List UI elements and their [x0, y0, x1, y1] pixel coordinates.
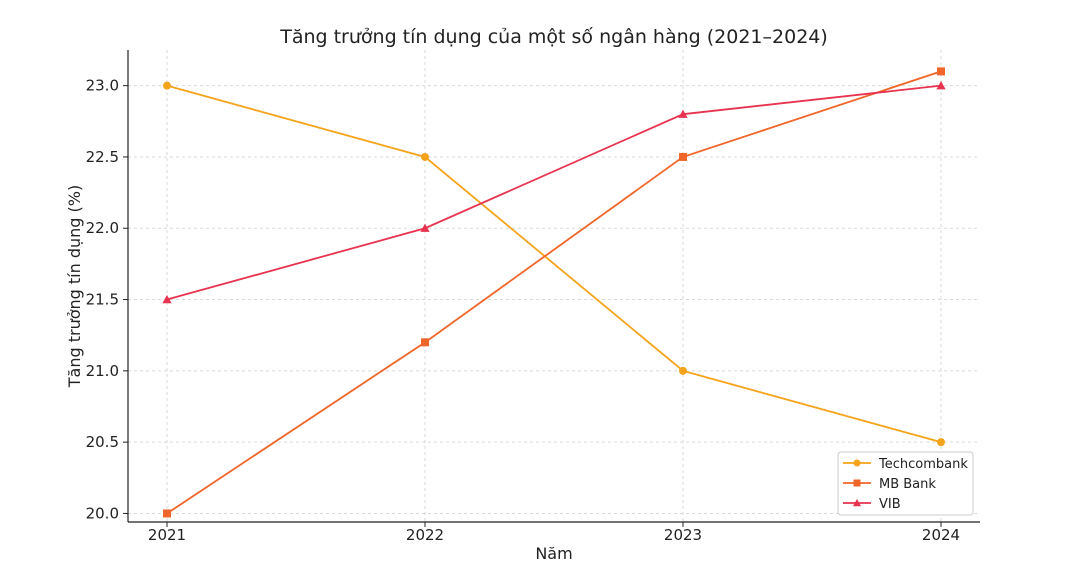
y-tick-label: 21.5 [86, 291, 119, 309]
grid [128, 50, 980, 522]
data-point-mb-bank [937, 67, 945, 76]
data-point-vib [936, 81, 946, 90]
x-axis-label: Năm [535, 544, 572, 563]
data-point-vib [162, 294, 172, 304]
chart-title: Tăng trưởng tín dụng của một số ngân hàn… [279, 26, 828, 48]
data-point-mb-bank [163, 509, 171, 518]
data-point-techcombank [421, 152, 429, 161]
x-tick-label: 2024 [922, 526, 960, 544]
series-line-vib [166, 84, 942, 301]
y-tick-label: 20.0 [86, 504, 119, 522]
x-tick-label: 2023 [664, 526, 702, 544]
data-point-techcombank [679, 366, 687, 375]
y-tick-label: 22.5 [86, 148, 119, 166]
legend-label-vib: VIB [879, 497, 901, 512]
legend-marker-mb-bank [853, 479, 861, 487]
y-tick-label: 21.0 [86, 362, 119, 380]
data-point-mb-bank [679, 152, 687, 161]
legend-marker-vib [852, 498, 862, 507]
series-line-techcombank [166, 84, 942, 444]
y-tick-label: 20.5 [86, 433, 119, 451]
x-tick-label: 2022 [406, 526, 444, 544]
y-axis-label: Tăng trưởng tín dụng (%) [65, 185, 84, 388]
legend-marker-techcombank [853, 459, 861, 467]
series [162, 67, 946, 518]
legend-box [837, 451, 974, 516]
legend: Techcombank MB Bank VIB [837, 451, 974, 516]
data-point-vib [678, 109, 688, 118]
y-tick-label: 23.0 [86, 77, 119, 95]
data-point-vib [420, 223, 430, 232]
legend-label-techcombank: Techcombank [878, 457, 968, 472]
data-point-techcombank [937, 438, 945, 447]
x-tick-label: 2021 [148, 526, 186, 544]
data-point-mb-bank [421, 338, 429, 347]
y-tick-label: 22.0 [86, 219, 119, 237]
legend-label-mb-bank: MB Bank [879, 477, 936, 492]
data-point-techcombank [163, 81, 171, 90]
series-line-mb-bank [166, 70, 942, 515]
axis-ticks: 20.0 20.5 21.0 21.5 22.0 22.5 23.0 2021 2022 2023… [86, 77, 961, 544]
